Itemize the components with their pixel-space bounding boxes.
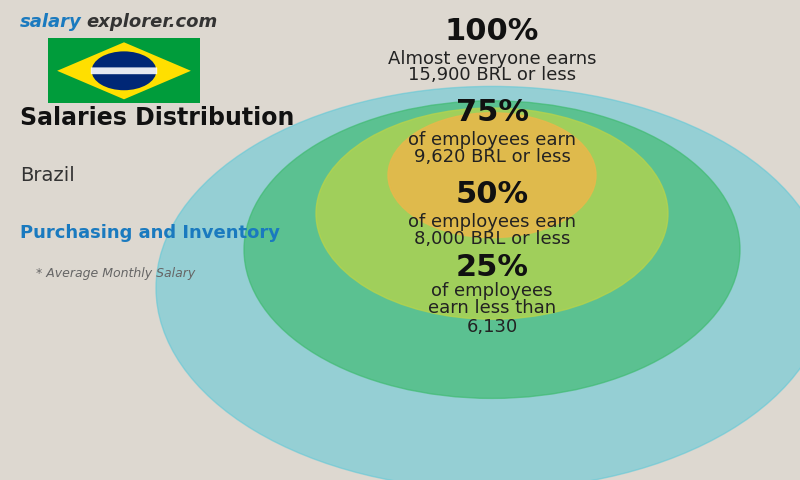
Text: salary: salary (20, 12, 82, 31)
Text: 25%: 25% (455, 253, 529, 282)
Circle shape (388, 113, 596, 238)
Text: 100%: 100% (445, 17, 539, 46)
FancyBboxPatch shape (91, 67, 158, 74)
Text: Almost everyone earns: Almost everyone earns (388, 49, 596, 68)
Text: 50%: 50% (455, 180, 529, 209)
Text: 8,000 BRL or less: 8,000 BRL or less (414, 229, 570, 248)
Text: * Average Monthly Salary: * Average Monthly Salary (36, 267, 195, 280)
Circle shape (316, 108, 668, 319)
Text: 75%: 75% (455, 98, 529, 127)
FancyBboxPatch shape (48, 38, 200, 103)
Text: earn less than: earn less than (428, 299, 556, 317)
Text: 6,130: 6,130 (466, 318, 518, 336)
Text: Purchasing and Inventory: Purchasing and Inventory (20, 224, 280, 242)
Polygon shape (57, 42, 191, 99)
Text: Salaries Distribution: Salaries Distribution (20, 106, 294, 130)
Text: 9,620 BRL or less: 9,620 BRL or less (414, 148, 570, 166)
Circle shape (156, 86, 800, 480)
Text: of employees earn: of employees earn (408, 131, 576, 149)
Text: of employees earn: of employees earn (408, 213, 576, 231)
Text: explorer.com: explorer.com (86, 12, 218, 31)
Circle shape (91, 51, 157, 90)
Text: 15,900 BRL or less: 15,900 BRL or less (408, 66, 576, 84)
Circle shape (244, 101, 740, 398)
Text: Brazil: Brazil (20, 166, 74, 185)
Text: of employees: of employees (431, 282, 553, 300)
